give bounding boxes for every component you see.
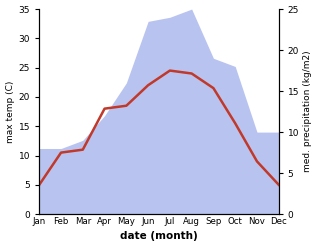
Y-axis label: med. precipitation (kg/m2): med. precipitation (kg/m2) bbox=[303, 51, 313, 172]
X-axis label: date (month): date (month) bbox=[120, 231, 198, 242]
Y-axis label: max temp (C): max temp (C) bbox=[5, 80, 15, 143]
